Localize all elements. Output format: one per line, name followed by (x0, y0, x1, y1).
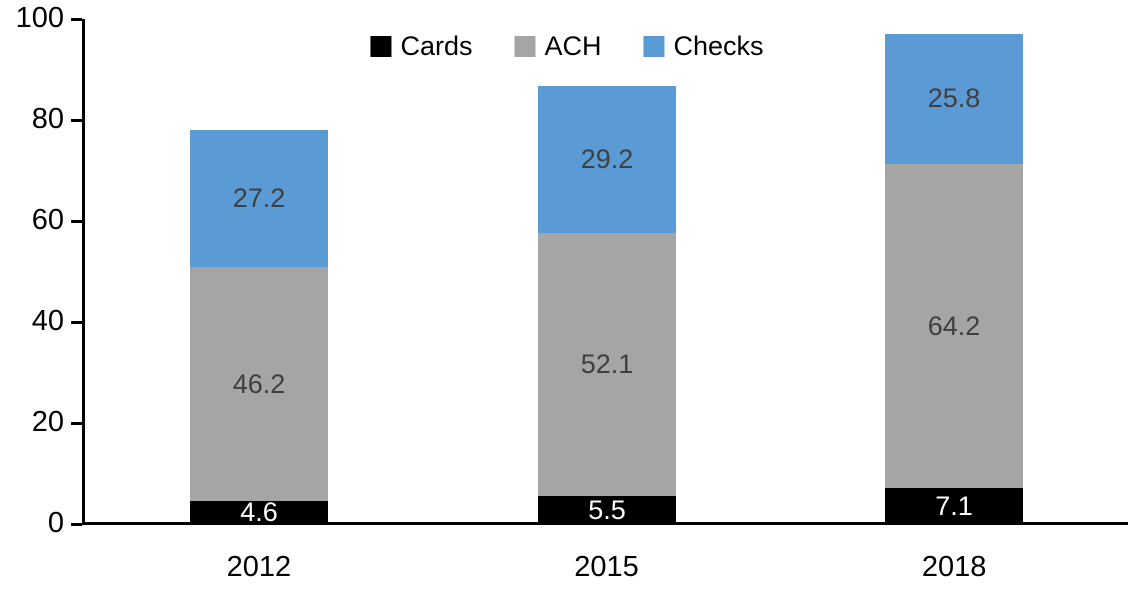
y-axis-tick-label: 40 (31, 304, 64, 337)
y-axis-line (82, 19, 85, 524)
cards-swatch-icon (370, 36, 392, 57)
y-axis-tick (71, 220, 82, 223)
bar-2012: 4.6 46.2 27.2 (190, 130, 328, 527)
y-axis-tick-label: 80 (31, 102, 64, 135)
x-axis-label: 2012 (226, 551, 292, 583)
y-axis-tick-label: 100 (15, 1, 64, 34)
segment-ach-2012: 46.2 (190, 267, 328, 501)
bar-2018: 7.1 64.2 25.8 (885, 33, 1023, 524)
segment-cards-2015: 5.5 (538, 496, 676, 524)
x-axis-label: 2015 (574, 551, 639, 583)
checks-swatch-icon (643, 36, 665, 57)
legend-item-cards: Cards (370, 33, 472, 60)
legend-item-checks: Checks (643, 31, 764, 61)
segment-checks-2015: 29.2 (538, 85, 676, 234)
data-label: 27.2 (232, 183, 286, 214)
segment-checks-2018: 25.8 (885, 33, 1023, 164)
segment-checks-2012: 27.2 (190, 130, 328, 268)
data-label: 52.1 (580, 349, 634, 380)
legend-label-ach: ACH (544, 31, 602, 61)
ach-swatch-icon (514, 36, 536, 57)
y-axis-tick-label: 60 (31, 203, 64, 236)
segment-cards-2018: 7.1 (885, 488, 1023, 524)
y-axis-tick (71, 321, 82, 324)
segment-ach-2018: 64.2 (885, 163, 1023, 489)
data-label: 64.2 (927, 310, 981, 341)
y-axis-tick (71, 119, 82, 122)
y-axis-tick (71, 18, 82, 21)
y-axis-tick (71, 523, 82, 526)
y-axis-tick-label: 0 (47, 506, 64, 539)
segment-ach-2015: 52.1 (538, 233, 676, 497)
legend-label-cards: Cards (400, 31, 473, 61)
legend-label-checks: Checks (673, 31, 764, 61)
segment-cards-2012: 4.6 (190, 496, 328, 527)
data-label: 7.1 (935, 490, 973, 521)
y-axis-tick (71, 422, 82, 425)
y-axis-tick-label: 20 (31, 405, 64, 438)
data-label: 25.8 (927, 83, 981, 114)
data-label: 46.2 (232, 368, 286, 399)
data-label: 5.5 (588, 494, 626, 525)
legend-item-ach: ACH (514, 31, 602, 61)
legend: Cards ACH Checks (370, 31, 764, 61)
data-label: 4.6 (240, 496, 278, 527)
x-axis-label: 2018 (921, 551, 987, 583)
bar-2015: 5.5 52.1 29.2 (538, 85, 676, 524)
data-label: 29.2 (580, 143, 634, 174)
